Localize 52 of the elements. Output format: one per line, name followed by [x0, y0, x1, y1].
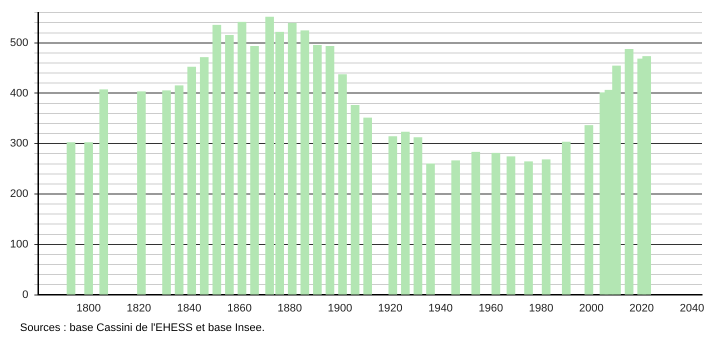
bar [451, 160, 460, 295]
y-tick-label: 200 [10, 188, 28, 200]
bar [238, 22, 246, 295]
y-tick-label: 500 [10, 36, 28, 49]
x-tick-label: 2040 [680, 302, 704, 314]
bar [562, 142, 571, 295]
source-note: Sources : base Cassini de l'EHESS et base Insee. [20, 322, 265, 334]
bar [542, 159, 550, 295]
bar [66, 142, 76, 295]
bar [506, 156, 516, 295]
bar [338, 74, 347, 295]
bar [350, 104, 360, 295]
bar [624, 49, 634, 295]
y-tick-label: 100 [10, 238, 28, 250]
bar [388, 136, 398, 295]
bar [401, 132, 410, 295]
bar [326, 46, 334, 295]
x-tick-label: 1820 [126, 302, 152, 314]
bar [471, 152, 480, 295]
bar [250, 46, 259, 295]
x-tick-label: 1860 [227, 302, 252, 314]
x-tick-label: 1900 [328, 302, 352, 314]
bar [200, 57, 209, 295]
x-tick-label: 1800 [76, 302, 101, 314]
bar [363, 118, 372, 295]
x-tick-label: 1880 [277, 302, 302, 314]
bar [212, 24, 222, 295]
bar [426, 163, 435, 295]
y-tick-label: 400 [10, 87, 28, 100]
y-tick-label: 300 [10, 138, 28, 150]
bar [187, 66, 196, 295]
bar [313, 45, 322, 295]
bar [288, 22, 297, 295]
bar [137, 91, 146, 295]
x-tick-label: 1960 [478, 302, 504, 314]
x-tick-label: 1920 [378, 302, 403, 314]
bar [99, 89, 108, 295]
bar [300, 30, 310, 295]
x-tick-label: 1940 [428, 302, 453, 314]
bar [584, 125, 594, 295]
bar [225, 34, 234, 295]
bar [414, 137, 422, 295]
x-tick-label: 1840 [176, 302, 202, 314]
x-tick-label: 1980 [528, 302, 554, 314]
bar [492, 152, 500, 295]
bar [84, 142, 93, 295]
y-tick-label: 0 [22, 288, 28, 301]
bar [524, 161, 533, 295]
x-tick-label: 2020 [629, 302, 654, 314]
bar [174, 85, 184, 295]
bar [162, 90, 171, 295]
x-tick-label: 2000 [579, 302, 604, 314]
